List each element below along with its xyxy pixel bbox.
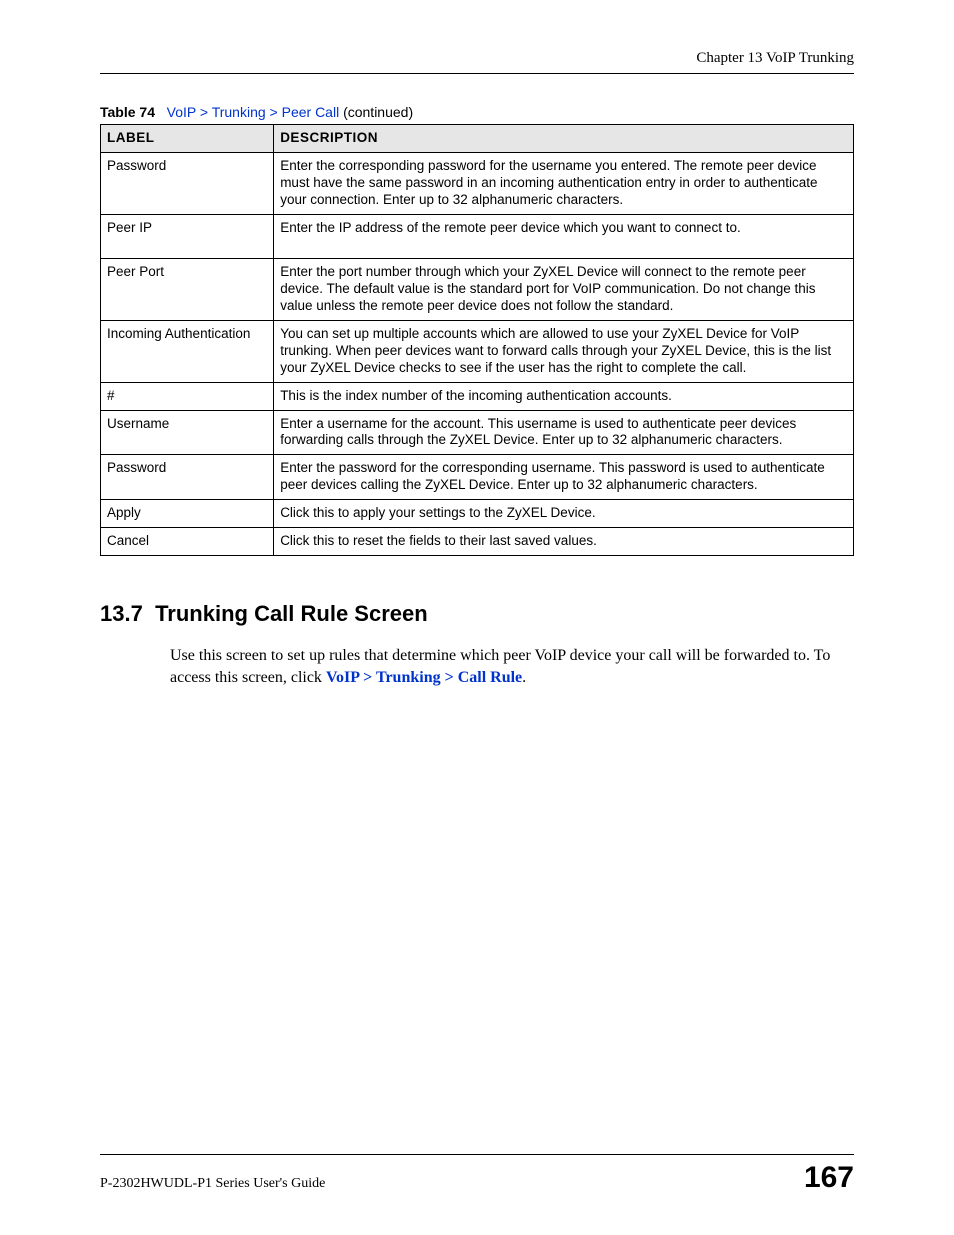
table-row: Apply Click this to apply your settings … <box>101 500 854 528</box>
table-row: Cancel Click this to reset the fields to… <box>101 527 854 555</box>
cell-desc: Click this to apply your settings to the… <box>274 500 854 528</box>
field-table: LABEL DESCRIPTION Password Enter the cor… <box>100 124 854 556</box>
table-caption-suffix: (continued) <box>339 104 413 120</box>
col-description: DESCRIPTION <box>274 125 854 153</box>
cell-desc: This is the index number of the incoming… <box>274 382 854 410</box>
section-title: Trunking Call Rule Screen <box>155 601 428 626</box>
table-caption: Table 74 VoIP > Trunking > Peer Call (co… <box>100 104 854 120</box>
cell-desc: Enter the port number through which your… <box>274 259 854 321</box>
table-row: Peer Port Enter the port number through … <box>101 259 854 321</box>
footer-guide: P-2302HWUDL-P1 Series User's Guide <box>100 1176 325 1192</box>
cell-label: Cancel <box>101 527 274 555</box>
para-suffix: . <box>522 669 526 686</box>
cell-label: Password <box>101 152 274 214</box>
table-row: Username Enter a username for the accoun… <box>101 410 854 455</box>
cell-desc: Enter the IP address of the remote peer … <box>274 214 854 259</box>
cell-label: Apply <box>101 500 274 528</box>
cell-label: Peer Port <box>101 259 274 321</box>
table-row: Password Enter the password for the corr… <box>101 455 854 500</box>
cell-label: # <box>101 382 274 410</box>
table-row: Peer IP Enter the IP address of the remo… <box>101 214 854 259</box>
table-row: Password Enter the corresponding passwor… <box>101 152 854 214</box>
cell-desc: Enter the corresponding password for the… <box>274 152 854 214</box>
table-caption-link[interactable]: VoIP > Trunking > Peer Call <box>167 104 340 120</box>
page-number: 167 <box>804 1161 854 1195</box>
cell-desc: Click this to reset the fields to their … <box>274 527 854 555</box>
col-label: LABEL <box>101 125 274 153</box>
cell-label: Peer IP <box>101 214 274 259</box>
table-header-row: LABEL DESCRIPTION <box>101 125 854 153</box>
footer-rule <box>100 1154 854 1155</box>
cell-label: Username <box>101 410 274 455</box>
running-header: Chapter 13 VoIP Trunking <box>100 50 854 73</box>
section-number: 13.7 <box>100 601 143 626</box>
footer: P-2302HWUDL-P1 Series User's Guide 167 <box>100 1154 854 1195</box>
cell-desc: You can set up multiple accounts which a… <box>274 321 854 383</box>
section-heading: 13.7 Trunking Call Rule Screen <box>100 601 854 627</box>
section-paragraph: Use this screen to set up rules that det… <box>170 645 854 690</box>
table-row: Incoming Authentication You can set up m… <box>101 321 854 383</box>
cell-label: Password <box>101 455 274 500</box>
cell-desc: Enter a username for the account. This u… <box>274 410 854 455</box>
cell-label: Incoming Authentication <box>101 321 274 383</box>
table-number: Table 74 <box>100 104 155 120</box>
header-rule <box>100 73 854 74</box>
nav-link[interactable]: VoIP > Trunking > Call Rule <box>326 669 522 686</box>
cell-desc: Enter the password for the corresponding… <box>274 455 854 500</box>
table-row: # This is the index number of the incomi… <box>101 382 854 410</box>
